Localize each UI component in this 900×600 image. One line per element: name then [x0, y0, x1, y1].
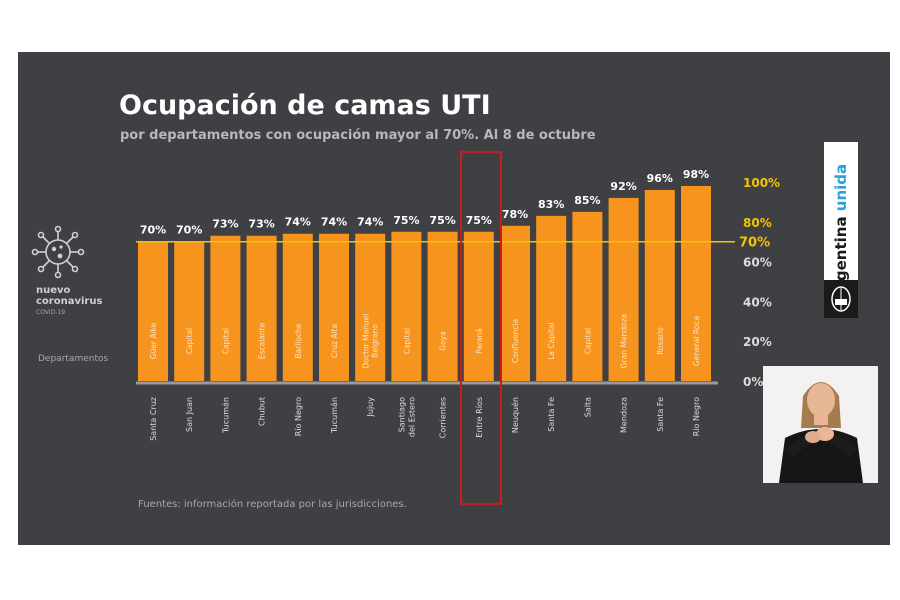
- bar: [536, 215, 567, 381]
- bar-value-label: 70%: [140, 224, 166, 237]
- logo-sub: COVID-19: [36, 309, 66, 316]
- bar: [463, 231, 494, 381]
- bar-value-label: 75%: [466, 214, 492, 227]
- bar: [174, 241, 205, 381]
- bar-category-label: Gran Mendoza: [620, 314, 629, 368]
- bar: [210, 235, 241, 381]
- bar-category-label: Rosario: [656, 327, 665, 355]
- bar: [391, 231, 422, 381]
- logo-line-2: coronavirus: [36, 296, 103, 307]
- sign-language-interpreter: [763, 366, 878, 483]
- y-tick-label: 80%: [743, 216, 772, 230]
- bar: [282, 233, 313, 381]
- bar-value-label: 74%: [321, 216, 347, 229]
- bar: [644, 189, 675, 381]
- x-axis-label: Departamentos: [38, 354, 109, 364]
- bar-category-label: Capital: [221, 328, 230, 354]
- bar: [319, 233, 349, 381]
- x-tick-label: Santa Fe: [656, 397, 665, 432]
- bar-category-label: Cruz Alta: [330, 324, 339, 358]
- bar: [681, 185, 711, 381]
- bar-category-label: La Capital: [547, 322, 556, 359]
- y-tick-label: 60%: [743, 256, 772, 270]
- bar: [427, 231, 458, 381]
- x-tick-label: Chubut: [258, 397, 267, 426]
- bar-category-label: Capital: [185, 328, 194, 354]
- x-tick-label: Santiago: [397, 397, 406, 432]
- bar-category-label: Capital: [583, 328, 592, 354]
- logo-label: nuevo coronavirus: [36, 285, 102, 307]
- x-tick-label: del Estero: [407, 397, 416, 437]
- bar: [500, 225, 530, 381]
- bar-value-label: 85%: [574, 194, 600, 207]
- bar: [138, 241, 168, 381]
- bar-value-label: 73%: [248, 218, 274, 231]
- bar-value-label: 98%: [683, 168, 709, 181]
- threshold-label: 70%: [739, 236, 770, 251]
- x-tick-label: Salta: [583, 397, 592, 417]
- bar-value-label: 70%: [176, 224, 202, 237]
- x-tick-label: Entre Ríos: [475, 397, 484, 438]
- coronavirus-icon: [31, 225, 85, 279]
- x-tick-label: Corrientes: [439, 397, 448, 438]
- bar-value-label: 74%: [357, 216, 383, 229]
- bar-value-label: 74%: [285, 216, 311, 229]
- bar-value-label: 73%: [212, 218, 238, 231]
- y-tick-label: 0%: [743, 375, 763, 389]
- chart-title: Ocupación de camas UTI: [119, 90, 491, 121]
- bar-category-label: Paraná: [475, 328, 484, 354]
- source-note: Fuentes: información reportada por las j…: [138, 499, 407, 510]
- bar-category-label: Capital: [402, 328, 411, 354]
- bar-category-label: Confluencia: [511, 319, 520, 363]
- bar-category-label: Bariloche: [294, 323, 303, 358]
- interpreter-figure: [779, 382, 863, 483]
- y-tick-label: 20%: [743, 335, 772, 349]
- x-tick-label: Jujuy: [366, 397, 375, 418]
- bar-chart: 70% Güer Aike Santa Cruz 70% Capital San Juan…: [136, 168, 780, 441]
- chart-subtitle: por departamentos con ocupación mayor al…: [120, 128, 596, 143]
- bar-value-label: 75%: [429, 214, 455, 227]
- x-tick-label: Río Negro: [692, 397, 701, 436]
- bar-category-label: Güer Aike: [149, 322, 158, 359]
- x-tick-label: Neuquén: [510, 397, 520, 433]
- x-tick-label: Santa Fe: [547, 397, 556, 432]
- brand-text-unida: unida: [832, 163, 850, 212]
- bar-value-label: 83%: [538, 198, 564, 211]
- x-tick-label: San Juan: [185, 397, 194, 432]
- bar-category-label: Doctor Manuel: [362, 314, 371, 369]
- bar-value-label: 75%: [393, 214, 419, 227]
- bar-category-label: Belgrano: [371, 324, 380, 358]
- slide: Ocupación de camas UTI por departamentos…: [18, 52, 890, 545]
- highlight-box: [460, 151, 502, 505]
- x-tick-label: Tucumán: [221, 397, 230, 434]
- y-tick-label: 100%: [743, 176, 780, 190]
- y-tick-label: 40%: [743, 295, 772, 309]
- bar-value-label: 96%: [647, 172, 673, 185]
- bar: [608, 197, 639, 381]
- bar-category-label: Goya: [439, 331, 448, 350]
- bar: [572, 211, 603, 381]
- x-tick-label: Tucumán: [330, 397, 339, 434]
- x-tick-label: Río Negro: [294, 397, 303, 436]
- x-tick-label: Santa Cruz: [149, 397, 158, 441]
- bar-value-label: 78%: [502, 208, 528, 221]
- bar-category-label: General Roca: [692, 316, 701, 366]
- bar: [246, 235, 277, 381]
- national-seal-icon: [824, 280, 858, 318]
- logo-line-1: nuevo: [36, 285, 71, 296]
- bar-value-label: 92%: [610, 180, 636, 193]
- x-tick-label: Mendoza: [620, 397, 629, 433]
- bar: [355, 233, 386, 381]
- bar-category-label: Escalante: [258, 322, 267, 359]
